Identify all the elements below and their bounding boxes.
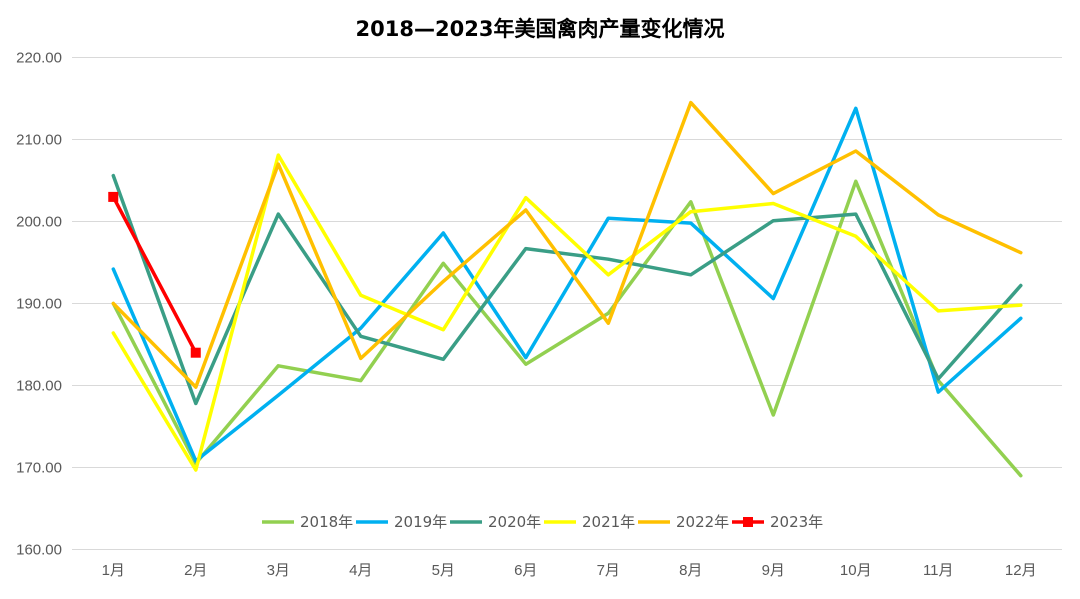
series-2019年 [111,106,1023,463]
legend-label: 2020年 [488,513,541,531]
x-tick-label: 11月 [923,562,954,579]
y-axis-tick-labels: 160.00 170.00 180.00 190.00 200.00 210.00 220.… [16,50,62,559]
x-tick-label: 1月 [102,562,125,579]
legend-label: 2023年 [770,513,823,531]
legend-item: 2019年 [356,513,447,531]
legend: 2018年 2019年 2020年 2021年 2022年 2023年 [262,513,823,531]
series-2021年 [111,153,1023,472]
x-tick-label: 9月 [762,562,785,579]
legend-label: 2018年 [300,513,353,531]
y-tick-label: 180.00 [16,378,62,395]
series-line [111,173,1023,406]
series-lines [108,100,1023,478]
x-tick-label: 6月 [514,562,537,579]
y-tick-label: 160.00 [16,542,62,559]
x-tick-label: 8月 [679,562,702,579]
data-point-marker [190,347,201,358]
gridlines [72,57,1062,550]
x-tick-label: 12月 [1005,562,1037,579]
series-line [111,195,198,355]
x-tick-label: 4月 [349,562,372,579]
series-line [111,100,1023,389]
x-tick-label: 7月 [597,562,620,579]
data-point-marker [108,191,119,202]
y-tick-label: 200.00 [16,214,62,231]
series-2022年 [111,100,1023,389]
legend-item: 2022年 [638,513,729,531]
legend-item: 2021年 [544,513,635,531]
y-tick-label: 220.00 [16,50,62,67]
series-line [111,179,1023,478]
x-axis-tick-labels: 1月 2月 3月 4月 5月 6月 7月 8月 9月 10月 11月 12月 [102,562,1037,579]
series-2023年 [108,191,201,358]
legend-marker [743,517,753,527]
series-2018年 [111,179,1023,478]
series-line [111,153,1023,472]
x-tick-label: 10月 [840,562,872,579]
series-line [111,106,1023,463]
legend-label: 2022年 [676,513,729,531]
legend-label: 2019年 [394,513,447,531]
legend-item: 2023年 [732,513,823,531]
series-2020年 [111,173,1023,406]
x-tick-label: 3月 [267,562,290,579]
y-tick-label: 170.00 [16,460,62,477]
legend-item: 2020年 [450,513,541,531]
x-tick-label: 2月 [184,562,207,579]
legend-label: 2021年 [582,513,635,531]
y-tick-label: 190.00 [16,296,62,313]
chart-title: 2018—2023年美国禽肉产量变化情况 [356,17,725,41]
y-tick-label: 210.00 [16,132,62,149]
x-tick-label: 5月 [432,562,455,579]
legend-item: 2018年 [262,513,353,531]
